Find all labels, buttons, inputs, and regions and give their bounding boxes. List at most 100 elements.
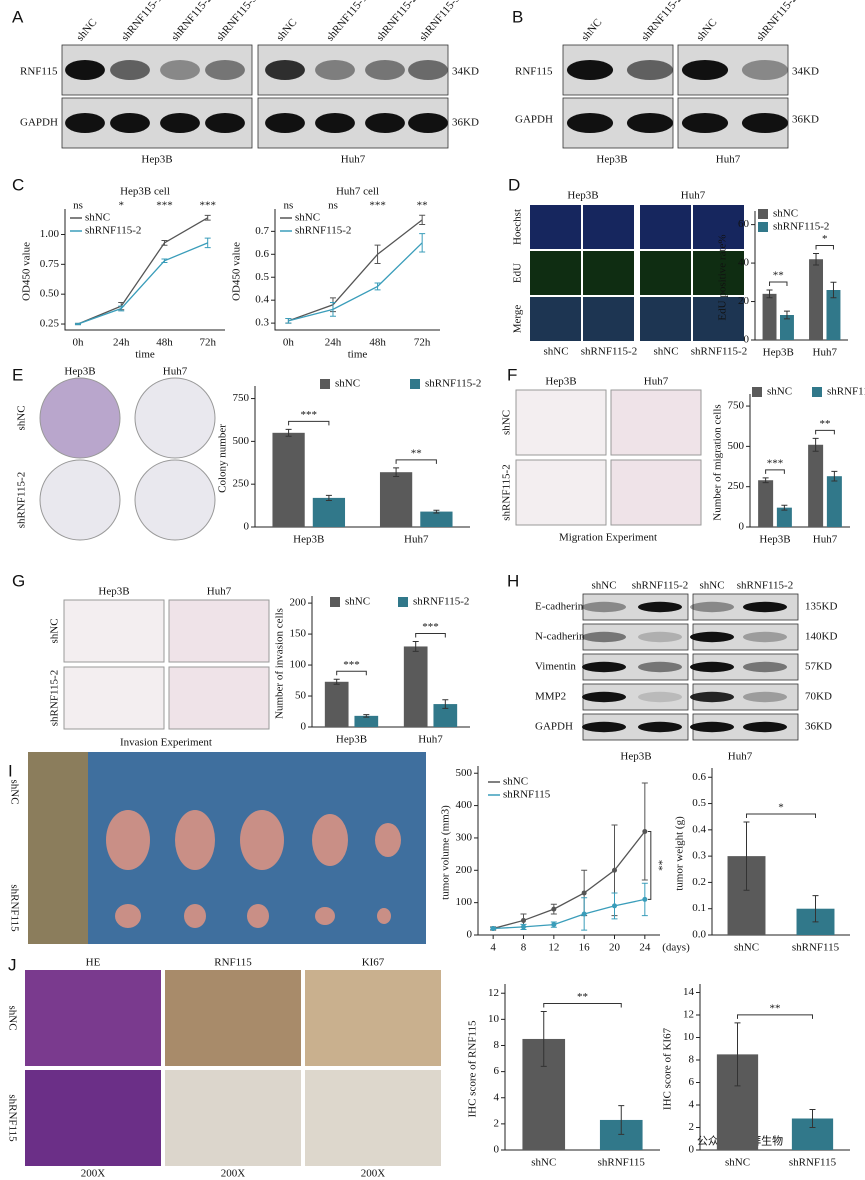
panel-letter: I (8, 761, 13, 780)
blot-band (408, 113, 448, 133)
bar (826, 476, 842, 527)
size-label: 36KD (452, 117, 479, 129)
culture-plate (39, 459, 121, 541)
y-tick-label: 0.3 (692, 850, 706, 862)
row-label: N-cadherin (535, 631, 585, 643)
line-series (77, 242, 208, 325)
micrograph (640, 251, 691, 295)
error-bar (830, 281, 837, 299)
micrograph (165, 1070, 301, 1166)
significance-bracket (765, 469, 785, 474)
stain-label: KI67 (362, 957, 385, 969)
culture-plate (39, 377, 121, 459)
point (642, 828, 648, 834)
row-label: shRNF115 (8, 884, 20, 932)
significance-label: * (778, 801, 784, 813)
x-tick-label: 24 (639, 942, 651, 954)
error-bar (118, 305, 125, 312)
significance-label: *** (422, 621, 439, 633)
x-tick-label: Huh7 (418, 734, 443, 746)
lane-label: shNC (274, 17, 299, 44)
lane-label: shNC (74, 17, 99, 44)
significance-bracket (415, 633, 446, 638)
error-bar (743, 821, 750, 891)
significance-bracket (815, 429, 835, 435)
magnification-label: 200X (81, 1168, 106, 1180)
significance-label: ** (773, 270, 784, 282)
significance-label: *** (301, 409, 318, 421)
panel-letter: F (507, 365, 517, 384)
legend-swatch (330, 597, 340, 607)
blot-band (581, 661, 627, 673)
y-tick-label: 40 (738, 257, 750, 269)
blot-band (689, 661, 735, 673)
significance-bracket (815, 244, 834, 250)
micrograph (640, 205, 691, 249)
x-tick-label: 4 (490, 942, 496, 954)
error-bar (325, 494, 332, 501)
error-bar (333, 678, 340, 685)
micrograph (693, 251, 744, 295)
row-label: RNF115 (20, 66, 58, 78)
micrograph (583, 251, 634, 295)
x-tick-label: 72h (199, 337, 216, 349)
point (521, 924, 526, 930)
point (612, 903, 617, 909)
y-tick-label: 6 (494, 1065, 500, 1077)
legend-label: shRNF115-2 (827, 386, 865, 398)
legend-label: shRNF115-2 (773, 221, 829, 233)
size-label: 34KD (452, 66, 479, 78)
significance-label: ns (73, 200, 83, 212)
micrograph (515, 459, 607, 526)
size-label: 70KD (805, 691, 832, 703)
caption: Migration Experiment (559, 532, 657, 544)
group-label: shNC (653, 346, 678, 358)
blot-band (160, 60, 200, 80)
lane-label: shNC (579, 17, 604, 44)
row-label: E-cadherin (535, 601, 584, 613)
line-series (492, 831, 646, 930)
x-tick-label: Hep3B (293, 534, 324, 546)
cell-label: Huh7 (341, 154, 366, 166)
tumor (375, 823, 401, 857)
line-series (493, 898, 645, 930)
blot-band (742, 631, 788, 643)
error-bar (161, 258, 168, 264)
cell-label: Huh7 (163, 366, 188, 378)
blot-band (689, 631, 735, 643)
stain-label: HE (86, 957, 101, 969)
y-tick-label: 50 (295, 690, 307, 702)
culture-plate (134, 459, 216, 541)
x-tick-label: Hep3B (759, 534, 790, 546)
micrograph (25, 1070, 161, 1166)
point (490, 926, 496, 932)
cell-label: Huh7 (716, 154, 741, 166)
micrograph (25, 970, 161, 1066)
error-bar (812, 437, 819, 452)
ruler (28, 752, 88, 944)
y-axis-label: tumor volume (mm3) (440, 805, 452, 900)
error-bar (374, 282, 381, 291)
x-tick-label: shNC (734, 942, 759, 954)
y-tick-label: 0 (301, 721, 307, 733)
error-bar (762, 477, 769, 484)
blot-band (741, 60, 789, 80)
micrograph (530, 251, 581, 295)
significance-label: ** (411, 447, 422, 459)
micrograph (693, 205, 744, 249)
lane-label: shRNF115-2 (639, 0, 684, 44)
point (521, 917, 526, 923)
x-tick-label: shRNF115 (792, 942, 840, 954)
error-bar (329, 301, 336, 317)
blot-band (408, 60, 448, 80)
row-label: Hoechst (512, 209, 524, 245)
cell-label: Hep3B (596, 154, 627, 166)
significance-label: ** (820, 418, 831, 430)
error-bar (419, 233, 426, 253)
panel-letter: C (12, 175, 24, 194)
blot-band (626, 113, 674, 133)
lane-label: shRNF115-3 (214, 0, 260, 44)
blot-band (581, 721, 627, 733)
row-label: GAPDH (535, 721, 573, 733)
y-tick-label: 0.0 (692, 929, 706, 941)
